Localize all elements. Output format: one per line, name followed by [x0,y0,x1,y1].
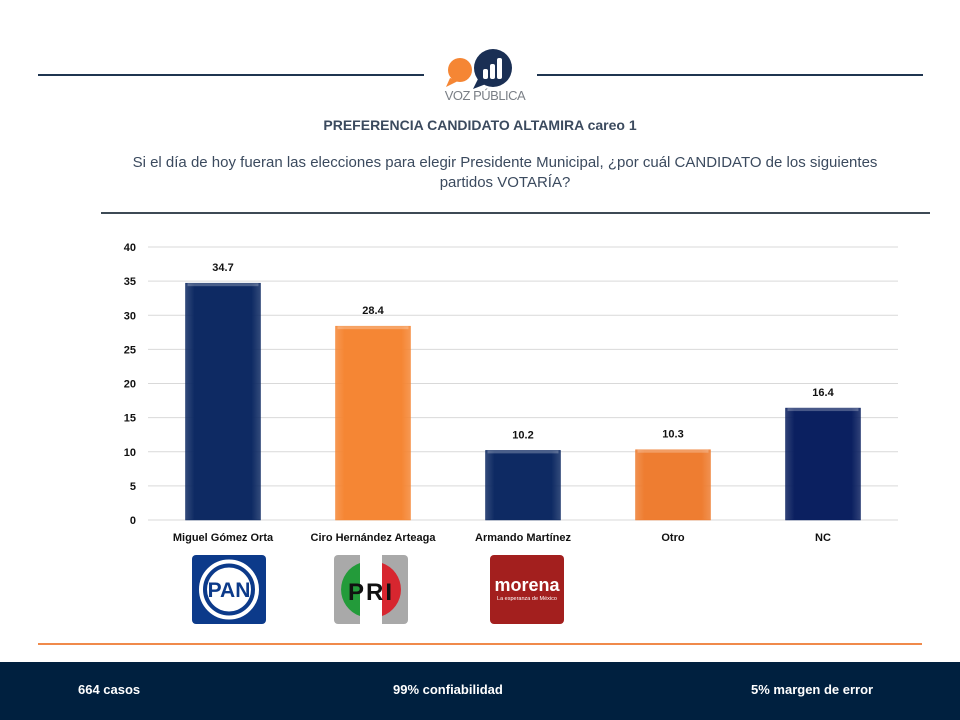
category-label: Otro [661,532,685,544]
bars [185,282,861,521]
sample-size: 664 casos [78,682,141,697]
pan-text: PAN [208,579,251,602]
y-axis-ticks: 0 5 10 15 20 25 30 35 40 [124,242,136,527]
value-label: 10.3 [662,429,683,441]
y-tick-label: 15 [124,413,136,425]
title-divider [101,212,930,214]
category-label: Ciro Hernández Arteaga [311,532,437,544]
bar-1 [185,282,261,521]
value-label: 16.4 [812,387,834,399]
chart-title: PREFERENCIA CANDIDATO ALTAMIRA careo 1 [323,117,637,133]
category-label: NC [815,532,831,544]
survey-question: Si el día de hoy fueran las elecciones p… [132,154,878,191]
y-tick-label: 30 [124,310,136,322]
header-rule-left [38,74,424,76]
voz-publica-logo: VOZ PÚBLICA [440,45,530,107]
value-label: 34.7 [212,262,233,274]
pri-logo: PRI [334,555,408,624]
pri-text: PRI [348,579,394,606]
y-tick-label: 35 [124,276,136,288]
category-labels: Miguel Gómez Orta Ciro Hernández Arteaga A… [173,532,831,544]
bar-chart: 0 5 10 15 20 25 30 35 40 34.7 28.4 10.2 10.3 16.4 Mi… [124,242,898,544]
y-tick-label: 40 [124,242,136,254]
bar-4 [635,449,711,521]
bar-highlight [187,283,259,287]
bar-2 [335,325,411,521]
value-labels: 34.7 28.4 10.2 10.3 16.4 [212,262,834,441]
bar-highlight [787,408,859,412]
bar-highlight [637,449,709,453]
brand-name: VOZ PÚBLICA [444,88,526,103]
morena-text: morena [494,575,560,595]
y-tick-label: 20 [124,379,136,391]
error-margin: 5% margen de error [751,682,874,697]
value-label: 10.2 [512,429,533,441]
value-label: 28.4 [362,305,384,317]
y-tick-label: 25 [124,344,136,356]
footer-bar: 664 casos 99% confiabilidad 5% margen de… [0,662,960,720]
bar-highlight [337,326,409,330]
header-rule-right [537,74,923,76]
footer-accent-rule [38,643,922,645]
bar-highlight [487,450,559,454]
pan-logo: PAN [192,555,266,624]
confidence-level: 99% confiabilidad [393,682,503,697]
bar-5 [785,407,861,521]
category-label: Armando Martínez [475,532,571,544]
bar-3 [485,450,561,521]
morena-logo: morena La esperanza de México [490,555,564,624]
speech-bubbles-icon [446,49,512,89]
category-label: Miguel Gómez Orta [173,532,274,544]
morena-tagline: La esperanza de México [497,596,557,602]
y-tick-label: 0 [130,515,136,527]
y-tick-label: 5 [130,481,136,493]
y-tick-label: 10 [124,447,136,459]
